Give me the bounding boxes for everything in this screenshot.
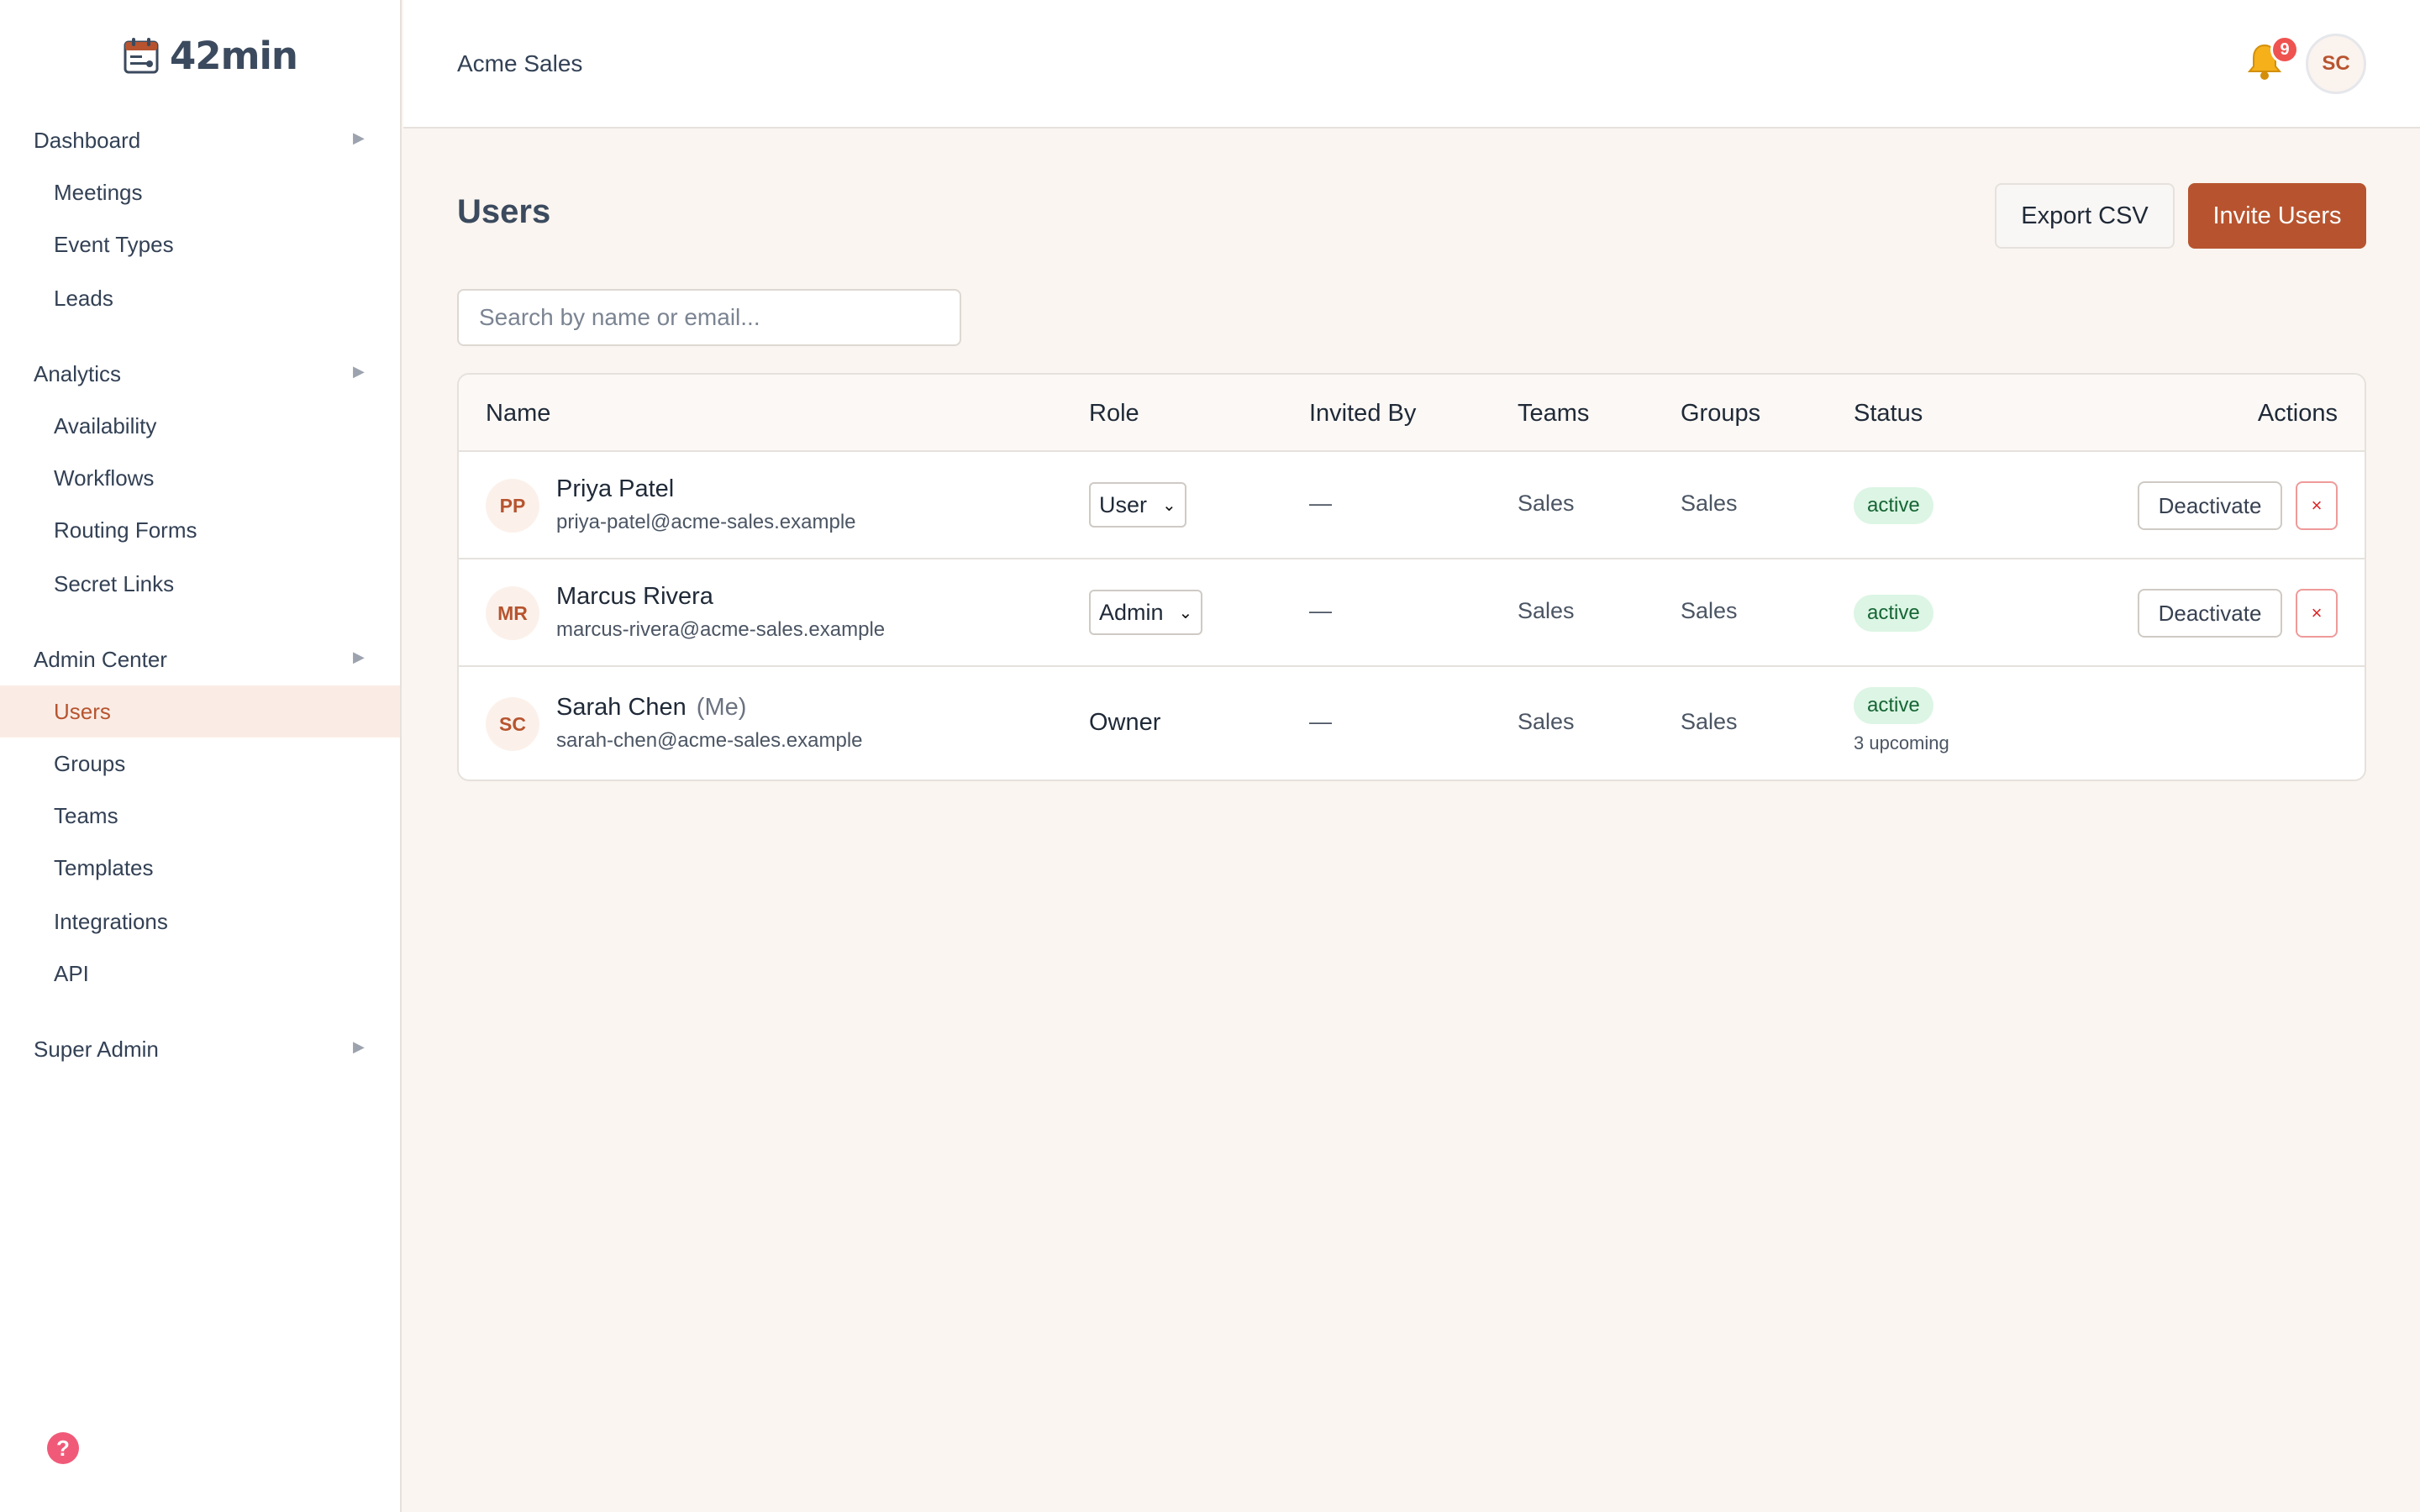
user-avatar[interactable]: SC [2306, 34, 2366, 94]
remove-user-button[interactable]: × [2296, 481, 2338, 530]
sidebar-item-teams[interactable]: Teams [54, 802, 118, 828]
table-header: Name Role Invited By Teams Groups Status… [459, 375, 2365, 452]
logo[interactable]: 42min [123, 34, 298, 78]
table-row: PP Priya Patel priya-patel@acme-sales.ex… [459, 452, 2365, 559]
sidebar-item-leads[interactable]: Leads [54, 285, 113, 311]
table-row: MR Marcus Rivera marcus-rivera@acme-sale… [459, 559, 2365, 667]
sidebar-item-workflows[interactable]: Workflows [54, 465, 155, 491]
page-title: Users [457, 193, 551, 230]
sidebar-item-templates[interactable]: Templates [54, 854, 154, 880]
teams-cell: Sales [1518, 491, 1575, 516]
nav-group-super-admin[interactable]: Super Admin [34, 1037, 159, 1062]
groups-cell: Sales [1681, 709, 1738, 734]
user-email: priya-patel@acme-sales.example [556, 511, 856, 533]
top-header: Acme Sales 9 SC [403, 0, 2420, 129]
user-name: Sarah Chen (Me) [556, 694, 746, 722]
column-header-status: Status [1854, 400, 1923, 427]
sidebar-item-integrations[interactable]: Integrations [54, 908, 168, 934]
column-header-actions: Actions [2257, 400, 2338, 427]
user-email: marcus-rivera@acme-sales.example [556, 618, 886, 641]
role-text: Owner [1089, 709, 1161, 736]
chevron-right-icon[interactable]: ▶ [353, 129, 365, 146]
sidebar-item-event-types[interactable]: Event Types [54, 231, 174, 257]
sidebar-item-api[interactable]: API [54, 960, 89, 986]
nav-group-admin-center[interactable]: Admin Center [34, 647, 167, 672]
help-icon[interactable]: ? [47, 1432, 79, 1464]
user-name-text: Sarah Chen [556, 694, 687, 721]
teams-cell: Sales [1518, 709, 1575, 734]
user-name-text: Priya Patel [556, 475, 675, 502]
users-table: Name Role Invited By Teams Groups Status… [457, 373, 2366, 781]
sidebar-item-meetings[interactable]: Meetings [54, 179, 143, 205]
sidebar-item-groups[interactable]: Groups [54, 750, 126, 776]
column-header-invited-by: Invited By [1309, 400, 1417, 427]
sidebar: 42min Dashboard ▶ Meetings Event Types L… [0, 0, 402, 1512]
status-badge: active [1854, 595, 1933, 632]
avatar: PP [486, 479, 539, 533]
me-tag: (Me) [696, 694, 747, 721]
role-select-value: Admin [1099, 599, 1164, 625]
invited-by-cell: — [1309, 598, 1332, 623]
role-select[interactable]: User ⌄ [1089, 482, 1186, 528]
status-badge: active [1854, 687, 1933, 724]
user-email: sarah-chen@acme-sales.example [556, 729, 863, 752]
user-name: Marcus Rivera [556, 583, 713, 611]
chevron-right-icon[interactable]: ▶ [353, 363, 365, 380]
nav-group-dashboard[interactable]: Dashboard [34, 128, 141, 153]
sidebar-item-routing-forms[interactable]: Routing Forms [54, 517, 197, 543]
avatar: MR [486, 586, 539, 640]
sidebar-item-secret-links[interactable]: Secret Links [54, 570, 175, 596]
export-csv-button[interactable]: Export CSV [1995, 183, 2175, 249]
calendar-icon [124, 37, 159, 73]
user-name-text: Marcus Rivera [556, 583, 713, 610]
sidebar-item-users[interactable]: Users [0, 685, 400, 738]
sidebar-item-availability[interactable]: Availability [54, 412, 157, 438]
nav-group-analytics[interactable]: Analytics [34, 361, 122, 386]
chevron-down-icon: ⌄ [1162, 496, 1176, 515]
deactivate-button[interactable]: Deactivate [2138, 481, 2282, 530]
role-select-value: User [1099, 491, 1148, 517]
remove-user-button[interactable]: × [2296, 589, 2338, 638]
notification-badge: 9 [2270, 35, 2299, 64]
column-header-role: Role [1089, 400, 1139, 427]
user-name: Priya Patel [556, 475, 674, 503]
upcoming-count: 3 upcoming [1854, 732, 1949, 753]
column-header-name: Name [486, 400, 551, 427]
deactivate-button[interactable]: Deactivate [2138, 589, 2282, 638]
org-name: Acme Sales [457, 50, 583, 76]
search-input[interactable] [457, 289, 961, 346]
chevron-right-icon[interactable]: ▶ [353, 1038, 365, 1055]
teams-cell: Sales [1518, 598, 1575, 623]
invited-by-cell: — [1309, 491, 1332, 516]
column-header-teams: Teams [1518, 400, 1590, 427]
role-select[interactable]: Admin ⌄ [1089, 590, 1203, 635]
groups-cell: Sales [1681, 598, 1738, 623]
logo-text: 42min [170, 34, 298, 78]
chevron-right-icon[interactable]: ▶ [353, 648, 365, 665]
chevron-down-icon: ⌄ [1178, 603, 1193, 622]
groups-cell: Sales [1681, 491, 1738, 516]
column-header-groups: Groups [1681, 400, 1761, 427]
table-row: SC Sarah Chen (Me) sarah-chen@acme-sales.… [459, 667, 2365, 780]
status-badge: active [1854, 487, 1933, 524]
invited-by-cell: — [1309, 709, 1332, 734]
invite-users-button[interactable]: Invite Users [2188, 183, 2366, 249]
avatar: SC [486, 697, 539, 751]
